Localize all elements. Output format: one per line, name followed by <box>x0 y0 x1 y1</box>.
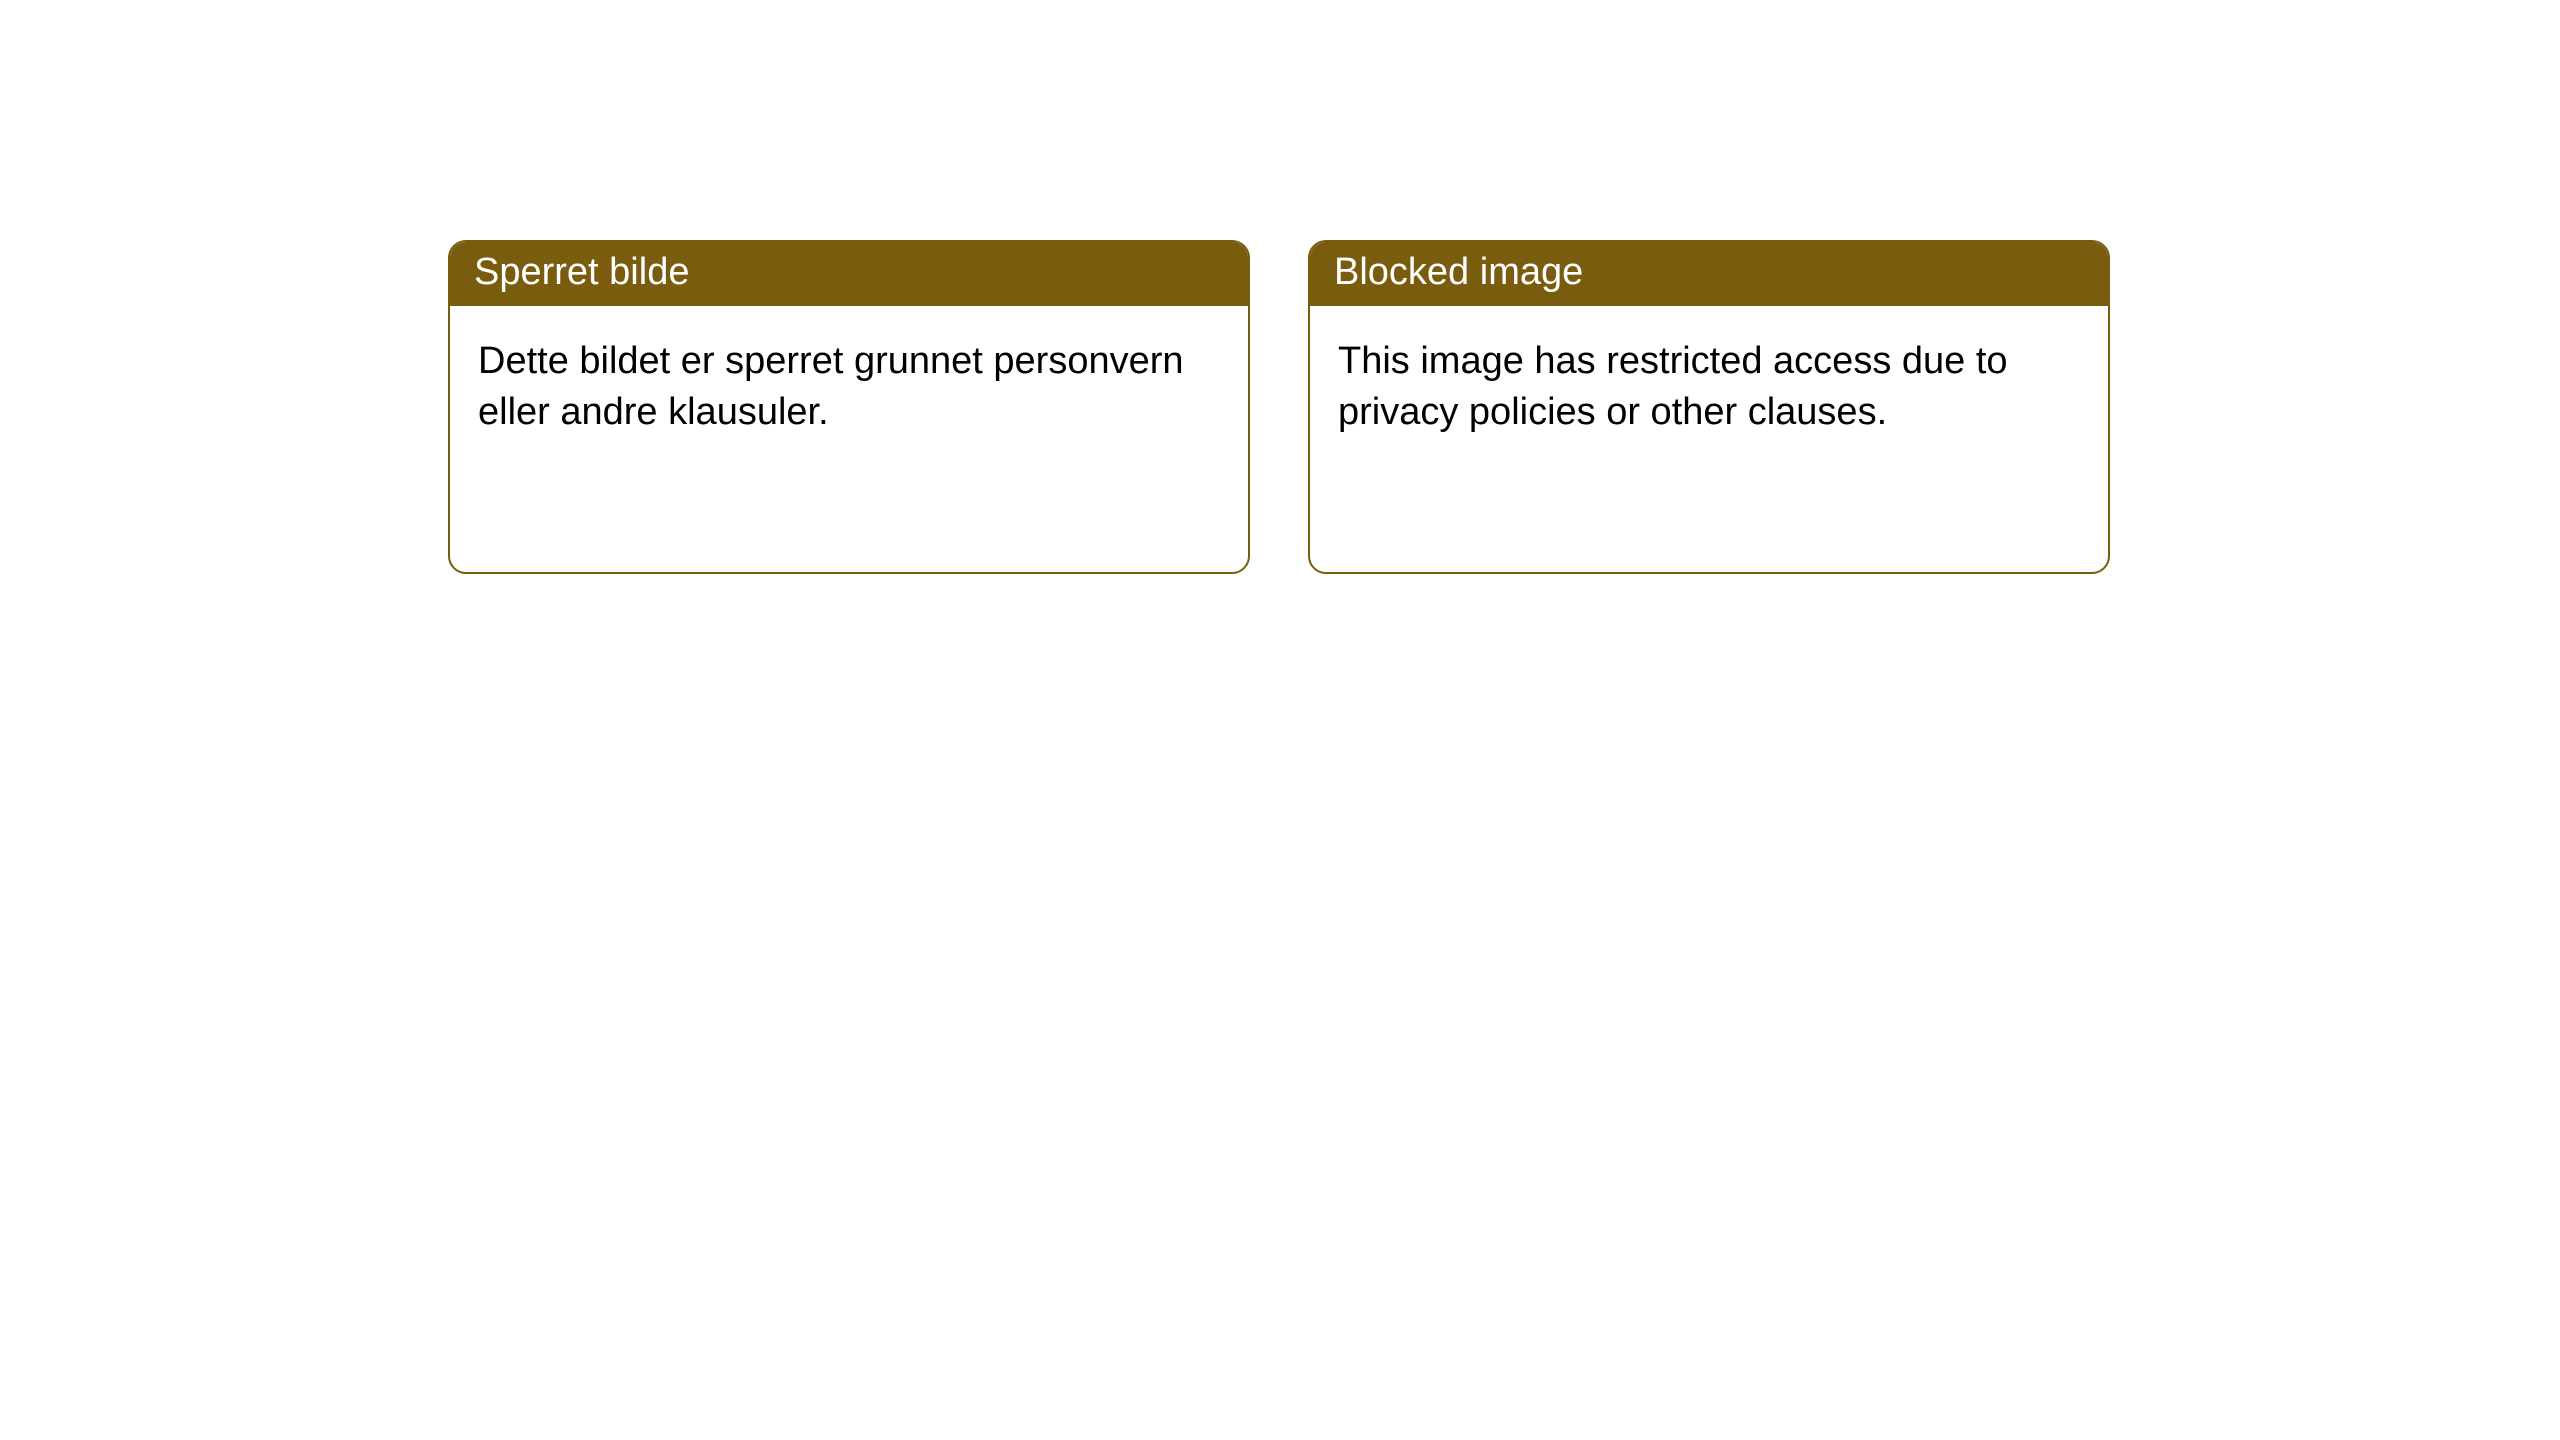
notice-header: Blocked image <box>1310 242 2108 306</box>
notice-card-english: Blocked image This image has restricted … <box>1308 240 2110 574</box>
notice-body: Dette bildet er sperret grunnet personve… <box>450 306 1248 469</box>
notice-header: Sperret bilde <box>450 242 1248 306</box>
notice-card-norwegian: Sperret bilde Dette bildet er sperret gr… <box>448 240 1250 574</box>
notice-body: This image has restricted access due to … <box>1310 306 2108 469</box>
notice-container: Sperret bilde Dette bildet er sperret gr… <box>0 0 2560 574</box>
